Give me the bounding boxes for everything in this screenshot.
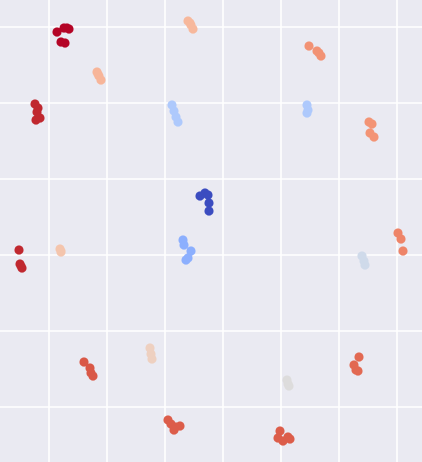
data-point bbox=[285, 434, 295, 444]
cluster-14 bbox=[145, 343, 157, 364]
data-point bbox=[275, 426, 285, 436]
cluster-4 bbox=[30, 99, 45, 125]
cluster-10 bbox=[55, 244, 66, 257]
cluster-15 bbox=[79, 357, 98, 381]
cluster-5 bbox=[167, 100, 183, 127]
cluster-2 bbox=[304, 41, 326, 61]
data-point bbox=[353, 366, 363, 376]
data-point bbox=[304, 41, 314, 51]
data-point bbox=[204, 206, 214, 216]
data-point bbox=[14, 245, 24, 255]
data-point bbox=[169, 425, 179, 435]
cluster-19 bbox=[273, 426, 295, 446]
cluster-6 bbox=[302, 100, 313, 118]
cluster-7 bbox=[364, 117, 379, 142]
data-point bbox=[88, 371, 98, 381]
cluster-0 bbox=[52, 23, 74, 48]
data-point bbox=[360, 260, 370, 270]
cluster-1 bbox=[183, 16, 198, 34]
data-point bbox=[16, 261, 26, 271]
data-point bbox=[367, 119, 377, 129]
data-point bbox=[185, 18, 195, 28]
data-point bbox=[62, 23, 72, 33]
cluster-8 bbox=[195, 188, 214, 216]
cluster-12 bbox=[357, 251, 370, 270]
cluster-18 bbox=[163, 415, 185, 435]
cluster-9 bbox=[14, 245, 27, 273]
data-point bbox=[60, 38, 70, 48]
data-point bbox=[396, 234, 406, 244]
data-point bbox=[398, 246, 408, 256]
data-point bbox=[52, 27, 62, 37]
data-point bbox=[314, 48, 324, 58]
cluster-13 bbox=[393, 228, 408, 256]
data-point bbox=[179, 240, 189, 250]
data-point bbox=[369, 132, 379, 142]
cluster-11 bbox=[178, 235, 196, 265]
data-point bbox=[181, 255, 191, 265]
data-point bbox=[203, 190, 213, 200]
data-points bbox=[14, 16, 408, 446]
data-point bbox=[32, 107, 42, 117]
data-point bbox=[93, 69, 103, 79]
cluster-17 bbox=[282, 375, 294, 391]
data-point bbox=[56, 246, 66, 256]
cluster-16 bbox=[349, 352, 364, 376]
data-point bbox=[204, 198, 214, 208]
cluster-3 bbox=[92, 67, 106, 85]
data-point bbox=[173, 117, 183, 127]
data-point bbox=[147, 354, 157, 364]
data-point bbox=[284, 381, 294, 391]
data-point bbox=[79, 357, 89, 367]
data-point bbox=[186, 246, 196, 256]
data-point bbox=[302, 108, 312, 118]
data-point bbox=[354, 352, 364, 362]
